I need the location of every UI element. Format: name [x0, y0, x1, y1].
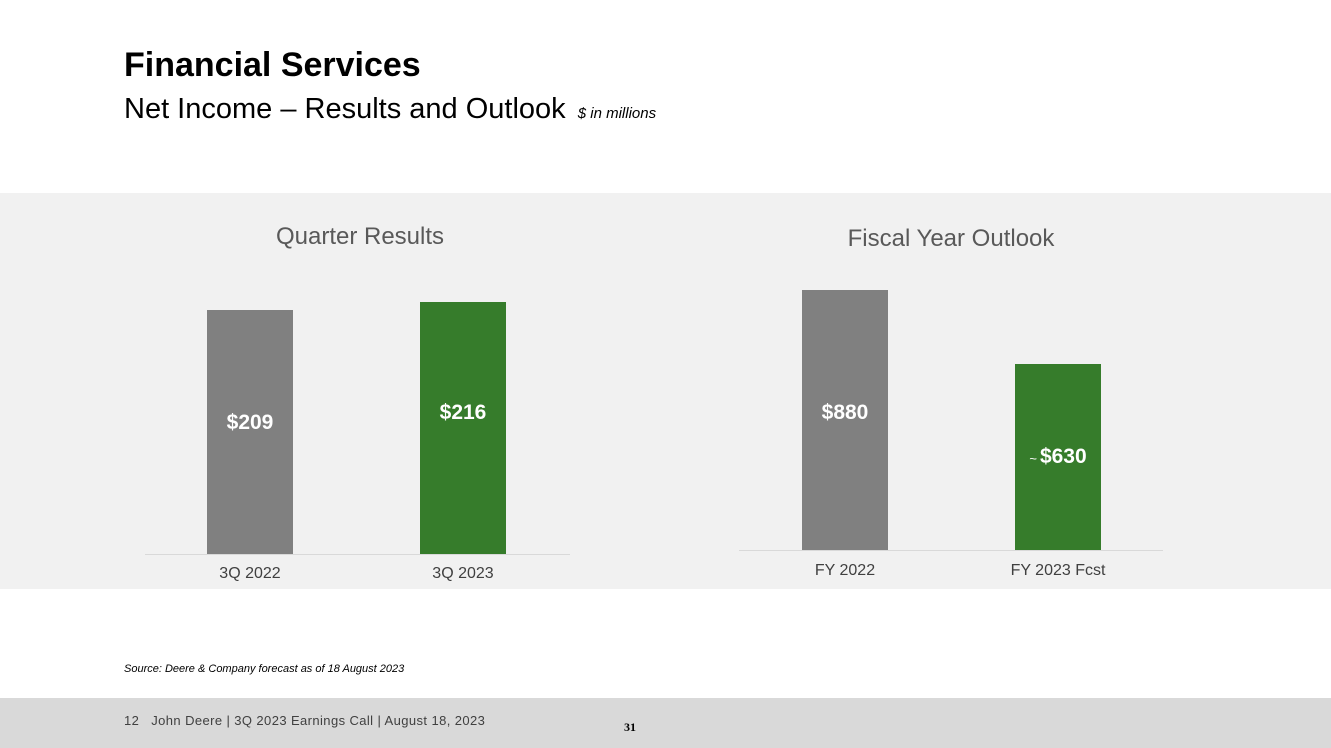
footer-caption: John Deere | 3Q 2023 Earnings Call | Aug… [151, 713, 486, 728]
data-label: $880 [775, 400, 915, 426]
bar-3q-2022 [207, 310, 293, 554]
chart-title: Fiscal Year Outlook [847, 225, 1055, 252]
approx-sign: ~ [1029, 451, 1037, 466]
bar-fy-2022 [802, 290, 888, 550]
chart-title: Quarter Results [275, 223, 445, 250]
data-label: ~ $630 [988, 444, 1128, 472]
slide-number: 12 [124, 713, 140, 728]
unit-note: $ in millions [577, 105, 657, 122]
subtitle-text: Net Income – Results and Outlook [124, 93, 566, 125]
footer-text: 12 John Deere | 3Q 2023 Earnings Call | A… [124, 713, 485, 728]
category-label: FY 2023 Fcst [1010, 562, 1106, 579]
footer-bar: 12 John Deere | 3Q 2023 Earnings Call | A… [0, 698, 1331, 748]
data-label-value: $630 [1039, 445, 1087, 468]
bar-fy-2023-fcst [1015, 364, 1101, 550]
charts-panel: Quarter Results $209 3Q 2022 $216 3Q 2023 F… [0, 193, 1331, 589]
category-label: FY 2022 [814, 562, 876, 579]
category-label: 3Q 2023 [432, 565, 494, 582]
data-label-value: $209 [226, 411, 274, 434]
chart-baseline [145, 554, 570, 555]
chart-baseline [739, 550, 1163, 551]
data-label: $216 [393, 400, 533, 426]
page-number: 31 [624, 720, 636, 734]
category-label: 3Q 2022 [219, 565, 281, 582]
data-label-value: $880 [821, 401, 869, 424]
data-label: $209 [180, 410, 320, 436]
data-label-value: $216 [439, 401, 487, 424]
slide-subtitle: Net Income – Results and Outlook $ in mi… [124, 90, 656, 133]
source-note: Source: Deere & Company forecast as of 1… [124, 663, 405, 675]
slide-title: Financial Services [124, 46, 421, 84]
bar-3q-2023 [420, 302, 506, 554]
